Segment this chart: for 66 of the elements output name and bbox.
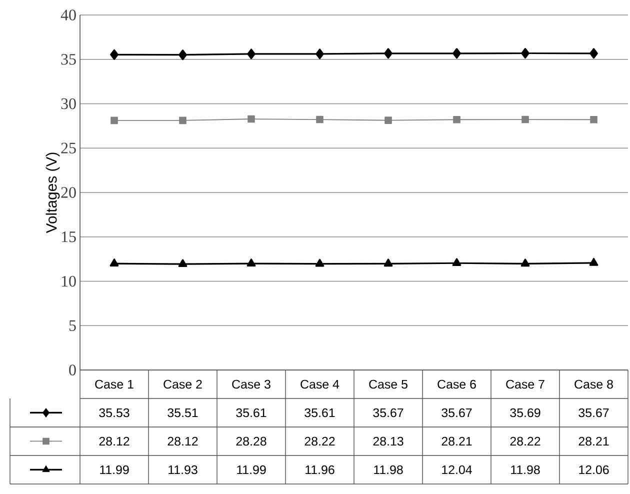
data-label: 35.51 xyxy=(168,408,198,418)
x-tick-label: Case 1 xyxy=(95,380,134,389)
point xyxy=(384,116,392,124)
point xyxy=(178,50,187,60)
point xyxy=(452,48,461,59)
point xyxy=(179,116,186,124)
data-label: 35.61 xyxy=(236,408,266,418)
point xyxy=(590,116,598,124)
data-label: 28.21 xyxy=(578,436,609,446)
data-label: 35.67 xyxy=(373,408,404,418)
data-label: 35.69 xyxy=(510,408,540,418)
point xyxy=(453,116,460,124)
y-tick-label: 35 xyxy=(61,54,76,65)
point xyxy=(522,116,529,124)
point xyxy=(178,259,188,268)
y-tick-label: 30 xyxy=(61,98,76,110)
point xyxy=(247,48,256,60)
point xyxy=(316,116,324,124)
y-tick-label: 10 xyxy=(62,276,76,287)
data-label: 35.61 xyxy=(304,408,335,418)
point xyxy=(110,258,119,266)
x-tick-label: Case 7 xyxy=(506,380,544,389)
data-label: 11.93 xyxy=(168,465,198,474)
data-label: 28.22 xyxy=(304,436,335,446)
data-label: 11.96 xyxy=(306,465,334,474)
x-tick-label: Case 4 xyxy=(300,380,340,389)
y-tick-label: 15 xyxy=(62,232,76,242)
x-tick-label: Case 3 xyxy=(232,380,270,389)
point xyxy=(384,258,393,267)
data-label: 11.99 xyxy=(100,465,129,474)
point xyxy=(452,258,462,266)
data-label: 12.04 xyxy=(442,465,472,474)
point xyxy=(110,49,118,60)
data-label: 28.12 xyxy=(168,436,198,446)
y-tick-label: 40 xyxy=(60,10,76,20)
y-tick-label: 0 xyxy=(69,364,76,376)
point xyxy=(316,48,324,60)
point xyxy=(589,258,598,266)
data-label: 35.53 xyxy=(99,408,130,418)
data-label: 12.06 xyxy=(579,465,609,474)
y-tick-label: 5 xyxy=(69,320,76,331)
point xyxy=(521,48,530,59)
data-label: 35.67 xyxy=(442,408,472,418)
data-label: 11.98 xyxy=(374,465,403,474)
point xyxy=(248,115,255,123)
point xyxy=(520,258,530,267)
point xyxy=(246,258,256,266)
data-label: 28.13 xyxy=(373,436,404,446)
x-tick-label: Case 6 xyxy=(438,380,476,389)
data-label: 28.21 xyxy=(442,436,472,446)
data-label: 28.12 xyxy=(99,436,130,446)
data-label: 28.28 xyxy=(236,436,266,446)
data-label: 11.98 xyxy=(511,465,540,474)
y-tick-label: 20 xyxy=(61,187,76,198)
x-tick-label: Case 5 xyxy=(369,380,408,389)
x-tick-label: Case 8 xyxy=(574,380,613,389)
data-label: 28.22 xyxy=(510,436,540,446)
point xyxy=(590,48,598,59)
y-axis-title: Voltages (V) xyxy=(46,152,60,234)
y-tick-label: 25 xyxy=(61,142,76,154)
data-label: 35.67 xyxy=(578,408,609,418)
point xyxy=(384,48,392,59)
point xyxy=(315,258,324,267)
point xyxy=(110,116,118,124)
data-label: 11.99 xyxy=(237,465,266,474)
x-tick-label: Case 2 xyxy=(164,380,202,389)
